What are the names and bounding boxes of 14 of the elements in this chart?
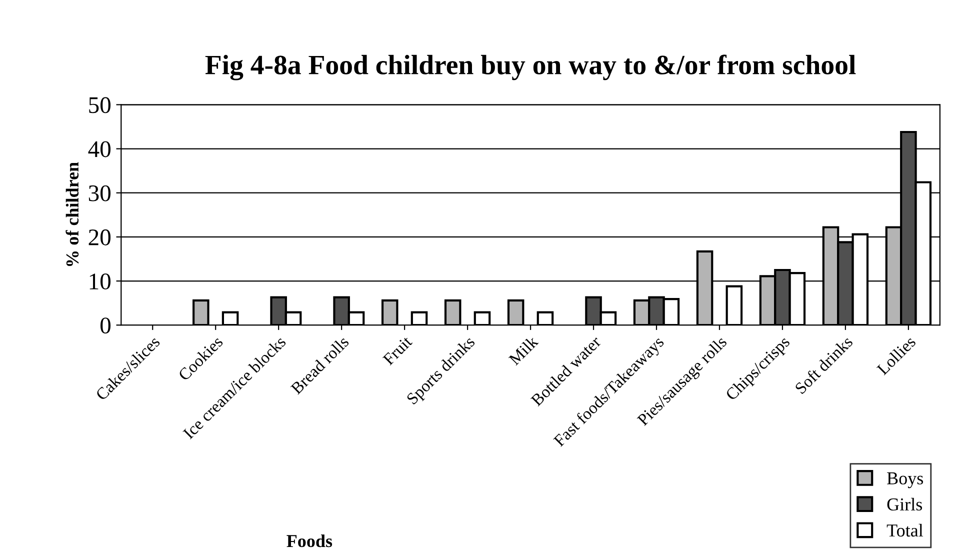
y-tick-label: 50	[89, 97, 111, 114]
chart-title: Fig 4-8a Food children buy on way to &/or from school	[205, 54, 856, 80]
y-tick-label: 30	[88, 185, 111, 202]
y-tick-label: 0	[100, 318, 111, 334]
x-tick-label: Milk	[508, 334, 539, 366]
y-tick-label: 20	[88, 229, 111, 246]
x-axis-title: Foods	[286, 534, 332, 548]
legend-label: Girls	[887, 498, 922, 511]
y-tick-label: 40	[88, 141, 111, 158]
legend-label: Boys	[887, 472, 924, 488]
legend-label: Total	[886, 524, 924, 537]
y-axis-title: % of children	[66, 162, 79, 266]
x-tick-label: Fruit	[382, 335, 413, 366]
y-tick-label: 10	[90, 274, 111, 290]
